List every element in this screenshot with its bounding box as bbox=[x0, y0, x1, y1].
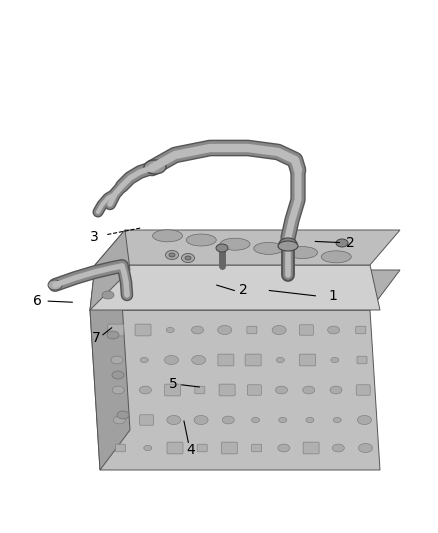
Ellipse shape bbox=[144, 446, 152, 450]
Ellipse shape bbox=[107, 331, 119, 339]
Ellipse shape bbox=[272, 326, 286, 335]
Ellipse shape bbox=[117, 411, 129, 419]
Ellipse shape bbox=[333, 417, 341, 423]
FancyBboxPatch shape bbox=[116, 444, 126, 452]
Ellipse shape bbox=[321, 251, 351, 263]
Ellipse shape bbox=[144, 160, 166, 174]
FancyBboxPatch shape bbox=[167, 442, 183, 454]
Ellipse shape bbox=[303, 386, 315, 394]
Ellipse shape bbox=[112, 371, 124, 379]
Ellipse shape bbox=[330, 386, 342, 394]
Ellipse shape bbox=[102, 291, 114, 299]
Ellipse shape bbox=[185, 256, 191, 260]
Text: 5: 5 bbox=[169, 377, 177, 391]
Ellipse shape bbox=[220, 238, 250, 250]
Ellipse shape bbox=[251, 417, 259, 423]
Ellipse shape bbox=[287, 247, 318, 259]
FancyBboxPatch shape bbox=[219, 384, 235, 396]
Ellipse shape bbox=[223, 416, 234, 424]
FancyBboxPatch shape bbox=[252, 444, 261, 452]
Polygon shape bbox=[90, 265, 380, 310]
FancyBboxPatch shape bbox=[357, 356, 367, 364]
Text: 3: 3 bbox=[90, 230, 99, 244]
Text: 2: 2 bbox=[346, 236, 355, 249]
FancyBboxPatch shape bbox=[195, 386, 205, 394]
Ellipse shape bbox=[166, 251, 179, 260]
Ellipse shape bbox=[164, 356, 178, 365]
Ellipse shape bbox=[169, 253, 175, 257]
Ellipse shape bbox=[278, 444, 290, 452]
Polygon shape bbox=[90, 230, 130, 310]
Text: 4: 4 bbox=[186, 443, 195, 457]
FancyBboxPatch shape bbox=[356, 326, 366, 334]
Text: 1: 1 bbox=[328, 289, 337, 303]
FancyBboxPatch shape bbox=[135, 324, 151, 336]
Ellipse shape bbox=[139, 386, 152, 394]
FancyBboxPatch shape bbox=[303, 442, 319, 454]
Ellipse shape bbox=[254, 243, 284, 254]
Text: 2: 2 bbox=[239, 284, 247, 297]
FancyBboxPatch shape bbox=[247, 385, 261, 395]
FancyBboxPatch shape bbox=[299, 325, 313, 335]
Ellipse shape bbox=[167, 415, 181, 425]
Text: 6: 6 bbox=[33, 294, 42, 308]
Ellipse shape bbox=[113, 416, 125, 424]
Ellipse shape bbox=[276, 386, 287, 394]
FancyBboxPatch shape bbox=[221, 442, 237, 454]
Ellipse shape bbox=[48, 280, 62, 290]
Ellipse shape bbox=[279, 417, 287, 423]
Ellipse shape bbox=[218, 326, 232, 335]
Ellipse shape bbox=[194, 415, 208, 425]
Ellipse shape bbox=[192, 356, 206, 365]
FancyBboxPatch shape bbox=[108, 324, 124, 336]
FancyBboxPatch shape bbox=[300, 354, 315, 366]
Ellipse shape bbox=[140, 358, 148, 362]
Polygon shape bbox=[95, 230, 400, 265]
FancyBboxPatch shape bbox=[218, 354, 234, 366]
Ellipse shape bbox=[111, 356, 123, 364]
Ellipse shape bbox=[278, 241, 298, 251]
Ellipse shape bbox=[359, 443, 373, 453]
FancyBboxPatch shape bbox=[245, 354, 261, 366]
Text: 7: 7 bbox=[92, 332, 101, 345]
Ellipse shape bbox=[191, 326, 204, 334]
Ellipse shape bbox=[306, 417, 314, 423]
Ellipse shape bbox=[216, 244, 228, 252]
FancyBboxPatch shape bbox=[140, 415, 154, 425]
Polygon shape bbox=[90, 270, 400, 310]
Ellipse shape bbox=[166, 327, 174, 333]
FancyBboxPatch shape bbox=[197, 444, 207, 452]
FancyBboxPatch shape bbox=[356, 385, 370, 395]
Ellipse shape bbox=[331, 358, 339, 362]
Ellipse shape bbox=[276, 358, 284, 362]
Ellipse shape bbox=[112, 386, 124, 394]
FancyBboxPatch shape bbox=[247, 326, 257, 334]
Polygon shape bbox=[90, 270, 130, 470]
Ellipse shape bbox=[186, 234, 216, 246]
Ellipse shape bbox=[279, 238, 297, 250]
Ellipse shape bbox=[357, 415, 371, 425]
Ellipse shape bbox=[152, 230, 183, 242]
Ellipse shape bbox=[332, 444, 344, 452]
Polygon shape bbox=[90, 310, 380, 470]
Ellipse shape bbox=[328, 326, 339, 334]
Ellipse shape bbox=[336, 239, 348, 247]
Ellipse shape bbox=[181, 254, 194, 262]
FancyBboxPatch shape bbox=[165, 384, 180, 396]
